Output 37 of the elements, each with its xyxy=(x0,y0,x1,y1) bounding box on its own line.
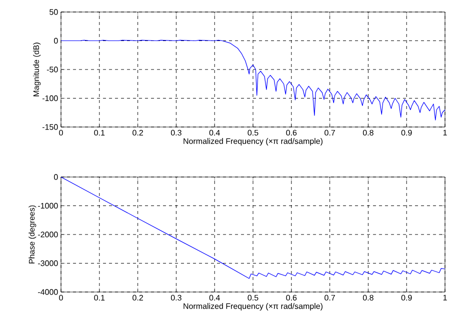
x-tick-label: 0.9 xyxy=(401,130,412,136)
y-tick-label: 50 xyxy=(50,9,58,15)
y-tick-label: 0 xyxy=(54,174,58,180)
y-tick-label: -100 xyxy=(42,95,58,102)
x-axis-title: Normalized Frequency (×π rad/sample) xyxy=(184,138,322,146)
y-tick-label: -50 xyxy=(46,66,58,72)
x-tick-label: 0 xyxy=(59,294,63,301)
x-tick-label: 0.1 xyxy=(94,294,105,301)
x-tick-label: 0.3 xyxy=(170,294,182,301)
x-tick-label: 0.4 xyxy=(209,130,220,136)
x-tick-label: 1 xyxy=(443,294,447,300)
x-tick-label: 0.6 xyxy=(286,130,297,136)
x-tick-label: 0.9 xyxy=(401,294,412,301)
x-axis-title: Normalized Frequency (×π rad/sample) xyxy=(184,303,322,311)
x-tick-label: 0.4 xyxy=(209,294,220,301)
y-tick-label: -150 xyxy=(42,124,58,130)
y-tick-label: 0 xyxy=(54,38,58,44)
x-tick-label: 0.8 xyxy=(362,294,374,301)
y-axis-title: Phase (degrees) xyxy=(28,205,36,264)
line-series xyxy=(61,177,446,279)
x-tick-label: 0.1 xyxy=(94,130,105,136)
x-tick-label: 0.7 xyxy=(324,294,335,301)
y-tick-label: -4000 xyxy=(38,289,58,295)
y-axis-title: Magnitude (dB) xyxy=(33,42,41,96)
x-tick-label: 0.2 xyxy=(132,130,143,136)
x-tick-label: 0.2 xyxy=(132,294,143,301)
y-tick-label: -1000 xyxy=(38,202,58,209)
y-tick-label: -3000 xyxy=(38,260,58,266)
x-tick-label: 1 xyxy=(443,130,447,136)
x-tick-label: 0.8 xyxy=(362,130,374,136)
x-tick-label: 0.5 xyxy=(248,130,258,136)
x-tick-label: 0.6 xyxy=(286,294,297,301)
x-tick-label: 0.5 xyxy=(248,294,258,301)
x-tick-label: 0.7 xyxy=(324,130,335,136)
x-tick-label: 0 xyxy=(59,130,63,136)
y-tick-label: -2000 xyxy=(38,232,58,238)
x-tick-label: 0.3 xyxy=(170,130,182,136)
